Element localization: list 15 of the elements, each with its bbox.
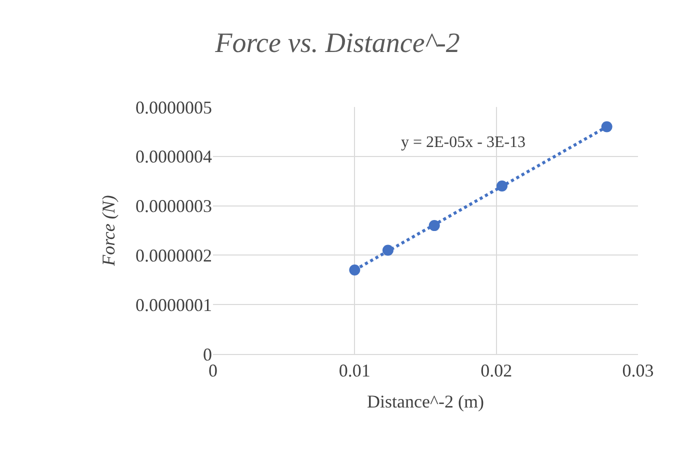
x-tick-label: 0.02 (480, 360, 512, 381)
y-tick-label: 0.0000004 (136, 146, 212, 167)
chart-title: Force vs. Distance^-2 (214, 28, 460, 60)
x-tick-label: 0.03 (622, 360, 654, 381)
y-tick-label: 0.0000002 (136, 246, 212, 266)
y-tick-label: 0.0000001 (136, 294, 212, 315)
y-tick-label: 0 (203, 344, 212, 364)
y-tick-label: 0.0000003 (136, 196, 212, 216)
x-tick-label: 0.01 (338, 360, 370, 381)
y-tick-label: 0.0000005 (136, 97, 212, 118)
y-axis-title: Force (N) (98, 195, 119, 267)
x-axis-title: Distance^-2 (m) (367, 392, 484, 412)
point (349, 264, 360, 276)
annotation: y = 2E-05x - 3E-13 (401, 134, 526, 151)
point (601, 121, 612, 132)
